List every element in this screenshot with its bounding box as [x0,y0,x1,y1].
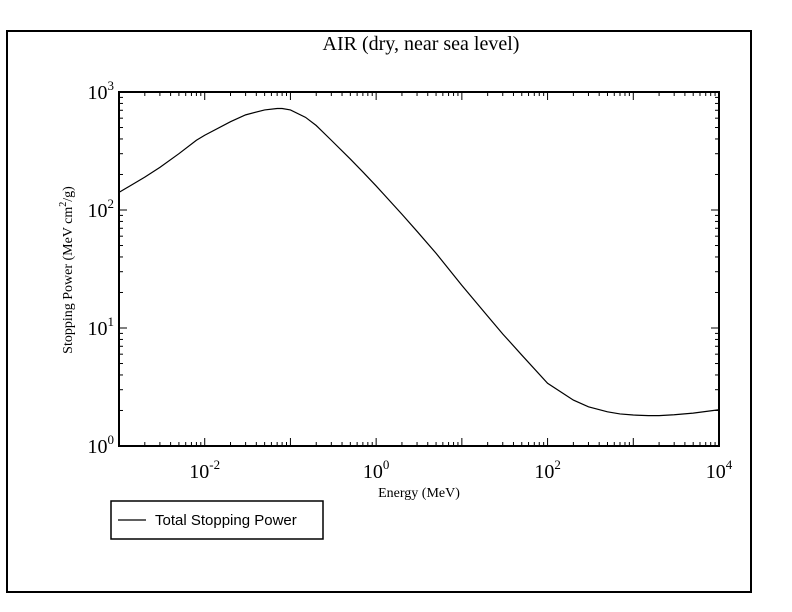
y-axis-label-sup: 2 [58,202,69,207]
y-tick-label: 101 [88,314,115,340]
y-axis-label: Stopping Power (MeV cm2/g) [58,186,76,354]
y-axis-ticks [119,91,719,447]
x-tick-label: 100 [363,457,390,483]
y-tick-label: 103 [88,78,115,104]
x-tick-label: 102 [534,457,561,483]
y-axis-tick-labels: 100 101 102 103 [88,78,115,458]
chart-title: AIR (dry, near sea level) [323,33,520,55]
series-line-total-stopping-power [118,107,720,417]
y-axis-label-main: Stopping Power (MeV cm [61,207,76,354]
y-tick-label: 102 [88,196,115,222]
y-tick-label: 100 [88,432,115,458]
y-axis-label-end: /g) [61,186,76,202]
x-axis-ticks [118,92,720,446]
legend-box [110,500,324,540]
x-tick-label: 10-2 [189,457,220,483]
x-axis-label: Energy (MeV) [378,486,460,501]
plot-area [118,91,720,447]
x-axis-tick-labels: 10-2 100 102 104 [189,457,732,483]
figure-frame [6,30,752,593]
legend: Total Stopping Power [110,500,324,540]
x-tick-label: 104 [706,457,733,483]
legend-label: Total Stopping Power [155,512,297,529]
